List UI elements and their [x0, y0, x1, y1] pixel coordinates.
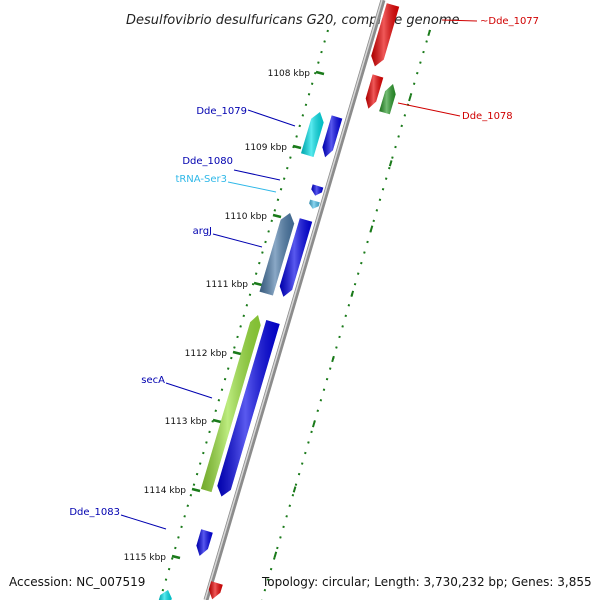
- label-argj: argJ: [193, 226, 212, 237]
- label-trna-ser3: tRNA-Ser3: [175, 174, 227, 185]
- accession-text: Accession: NC_007519: [9, 575, 146, 589]
- gene-features: [158, 3, 400, 600]
- label-seca-leader: [165, 382, 213, 399]
- gene-argj-shading: [259, 213, 295, 296]
- outer-guide-line: [159, 29, 329, 600]
- gene-labels: ~Dde_1077 Dde_1078 Dde_1079 Dde_1080 tRNA-Se…: [69, 16, 539, 530]
- kbp-tick-label: 1115 kbp: [124, 553, 167, 563]
- gene-dde-1079-blue-shading: [322, 115, 343, 158]
- kbp-tick-label: 1112 kbp: [185, 349, 228, 359]
- gene-red-bottom-shading: [208, 581, 223, 600]
- kbp-tick-mark: [212, 418, 222, 424]
- kbp-tick-mark: [272, 213, 282, 219]
- kbp-tick-label: 1110 kbp: [225, 212, 268, 222]
- kbp-tick-mark: [171, 554, 181, 560]
- gene-dde-1077-red-shading: [371, 3, 400, 67]
- kbp-tick-mark: [191, 487, 201, 493]
- label-dde-1080-leader: [233, 169, 281, 181]
- label-dde-1079: Dde_1079: [196, 106, 247, 117]
- label-seca: secA: [141, 375, 165, 386]
- gene-dde-1079-shading: [301, 112, 324, 157]
- kbp-tick-mark: [253, 281, 263, 287]
- label-trna-ser3-leader: [227, 181, 277, 193]
- kbp-tick-label: 1111 kbp: [206, 280, 249, 290]
- genome-backbone: [203, 0, 386, 600]
- label-dde-1079-leader: [247, 109, 296, 127]
- label-dde-1078: Dde_1078: [462, 111, 513, 122]
- backbone-highlight: [204, 0, 383, 600]
- kbp-tick-label: 1108 kbp: [268, 69, 311, 79]
- gene-dde-1083-shading: [196, 529, 213, 556]
- kbp-tick-label: 1113 kbp: [165, 417, 208, 427]
- map-title: Desulfovibrio desulfuricans G20, complet…: [126, 13, 460, 28]
- inner-guide-line: [261, 29, 431, 600]
- gene-argj-blue-shading: [279, 218, 313, 297]
- gene-seca-lime-shading: [200, 315, 261, 493]
- gene-dde-1078-shading: [379, 84, 396, 115]
- kbp-tick-mark: [232, 350, 242, 356]
- gene-red-fragment-shading: [365, 74, 384, 109]
- label-dde-1077: ~Dde_1077: [480, 16, 539, 27]
- gene-cyan-bottom-shading: [158, 590, 172, 600]
- kbp-tick-label: 1109 kbp: [245, 143, 288, 153]
- kbp-tick-label: 1114 kbp: [144, 486, 187, 496]
- label-argj-leader: [212, 233, 263, 248]
- gene-dde-1080-shading: [311, 184, 324, 196]
- label-dde-1078-leader: [397, 102, 461, 117]
- trna-ser3-shading: [309, 199, 320, 209]
- label-dde-1077-leader: [441, 19, 478, 22]
- kbp-tick-mark: [292, 144, 302, 150]
- label-dde-1083-leader: [120, 514, 167, 530]
- kbp-ticks: 1108 kbp 1109 kbp 1110 kbp 1111 kbp 1112 kbp…: [124, 69, 325, 563]
- gene-seca-shading: [217, 320, 280, 497]
- label-dde-1083: Dde_1083: [69, 507, 120, 518]
- kbp-tick-mark: [315, 70, 325, 76]
- topology-text: Topology: circular; Length: 3,730,232 bp…: [262, 575, 592, 589]
- label-dde-1080: Dde_1080: [182, 156, 233, 167]
